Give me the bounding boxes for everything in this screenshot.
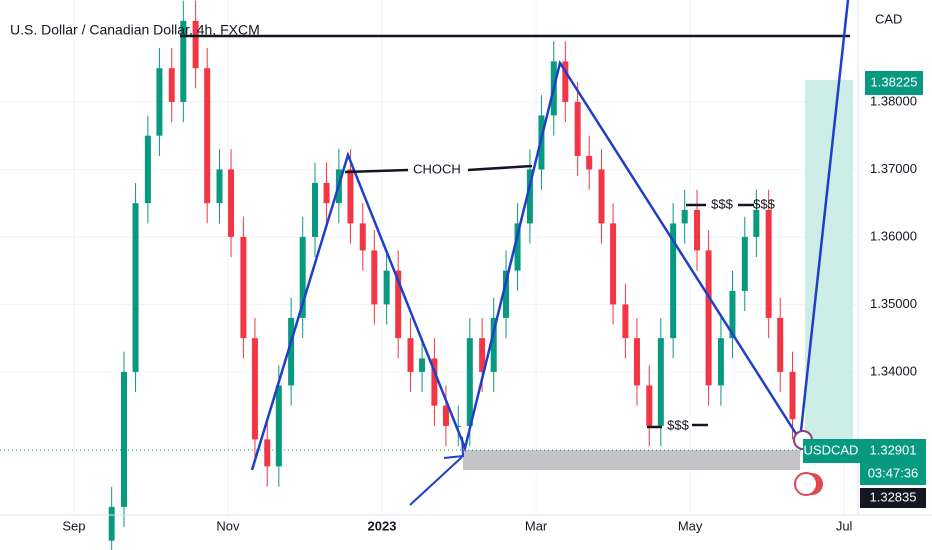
- candle-body: [574, 101, 581, 156]
- candle-body: [264, 439, 271, 467]
- candle-body: [288, 317, 295, 386]
- candle-body: [251, 338, 258, 440]
- candle-body: [442, 405, 449, 426]
- zigzag: [250, 0, 850, 471]
- y-tick-label: 1.35000: [870, 296, 917, 311]
- candle-body: [359, 223, 366, 251]
- candle-body: [407, 338, 414, 372]
- candle-body: [479, 338, 486, 372]
- candle-body: [777, 317, 784, 372]
- candle-body: [144, 135, 151, 204]
- candle-body: [705, 250, 712, 386]
- candle-body: [371, 250, 378, 305]
- candle-body: [419, 358, 426, 372]
- candle-body: [299, 236, 306, 318]
- currency: CAD: [875, 11, 902, 26]
- candle-body: [180, 20, 187, 102]
- candle-body: [729, 290, 736, 339]
- target-price: 1.38225: [871, 74, 918, 89]
- target-zone: [805, 80, 853, 455]
- candle-body: [633, 338, 640, 386]
- candle-body: [717, 338, 724, 386]
- y-tick-label: 1.38000: [870, 93, 917, 108]
- candle-body: [312, 182, 319, 237]
- candle-body: [228, 169, 235, 237]
- candle-body: [753, 209, 760, 237]
- bid-price: 1.32835: [870, 489, 917, 504]
- candle-body: [132, 203, 139, 372]
- choch-line: [344, 168, 409, 174]
- y-tick-label: 1.37000: [870, 161, 917, 176]
- candle-body: [121, 371, 128, 507]
- annotation: CHOCH: [413, 161, 461, 176]
- candle-body: [108, 506, 115, 541]
- candle-body: [156, 68, 163, 136]
- candle-body: [216, 169, 223, 204]
- grid: [0, 0, 858, 515]
- symbol: USDCAD: [804, 442, 859, 457]
- candle-body: [275, 385, 282, 467]
- event-flag[interactable]: [794, 472, 818, 496]
- candle-body: [681, 209, 688, 224]
- candle-body: [431, 358, 438, 406]
- candle-body: [514, 223, 521, 271]
- x-tick-label: Sep: [62, 518, 85, 533]
- candle-body: [455, 425, 462, 427]
- annotation: $$$: [753, 196, 775, 211]
- candle-body: [598, 169, 605, 224]
- candle-body: [741, 236, 748, 291]
- x-tick-label: 2023: [368, 518, 397, 533]
- y-tick-label: 1.34000: [870, 363, 917, 378]
- candle-body: [622, 304, 629, 339]
- candle-body: [240, 236, 247, 339]
- annotation: $$$: [711, 196, 733, 211]
- bid-label: [860, 488, 926, 508]
- arrow: [409, 456, 463, 506]
- candle-body: [192, 20, 199, 69]
- arrow-head: [443, 436, 465, 459]
- candle-body: [395, 270, 402, 339]
- candle-body: [670, 223, 677, 339]
- y-tick-label: 1.36000: [870, 228, 917, 243]
- choch-line: [467, 164, 533, 172]
- candle-body: [490, 317, 497, 372]
- candle-body: [347, 169, 354, 224]
- candle-body: [503, 270, 510, 318]
- candle-body: [383, 270, 390, 305]
- candle-body: [466, 338, 473, 426]
- last-price-label: [860, 439, 926, 485]
- candle-body: [657, 338, 664, 426]
- x-tick-label: May: [678, 518, 703, 533]
- countdown: 03:47:36: [868, 465, 919, 480]
- symbol-label: [803, 439, 860, 463]
- candle-body: [526, 169, 533, 224]
- chart-title: U.S. Dollar / Canadian Dollar, 4h, FXCM: [10, 22, 260, 38]
- candle-body: [586, 155, 593, 170]
- x-tick-label: Mar: [525, 518, 548, 533]
- candle-body: [694, 209, 701, 251]
- candle-body: [168, 68, 175, 102]
- axis-labels: 1.34000 1.35000 1.36000 1.37000 1.38000 Sep No…: [62, 93, 917, 533]
- candle-body: [789, 371, 796, 420]
- x-tick-label: Jul: [836, 518, 853, 533]
- demand-zone: [463, 450, 800, 470]
- candle-body: [204, 68, 211, 204]
- x-tick-label: Nov: [216, 518, 240, 533]
- last-price: 1.32901: [870, 442, 917, 457]
- candle-body: [765, 209, 772, 318]
- target-label: [865, 71, 923, 95]
- candle-body: [562, 61, 569, 102]
- annotation: $$$: [667, 417, 689, 432]
- candle-body: [646, 385, 653, 426]
- candle-body: [610, 223, 617, 305]
- candle-body: [323, 182, 330, 204]
